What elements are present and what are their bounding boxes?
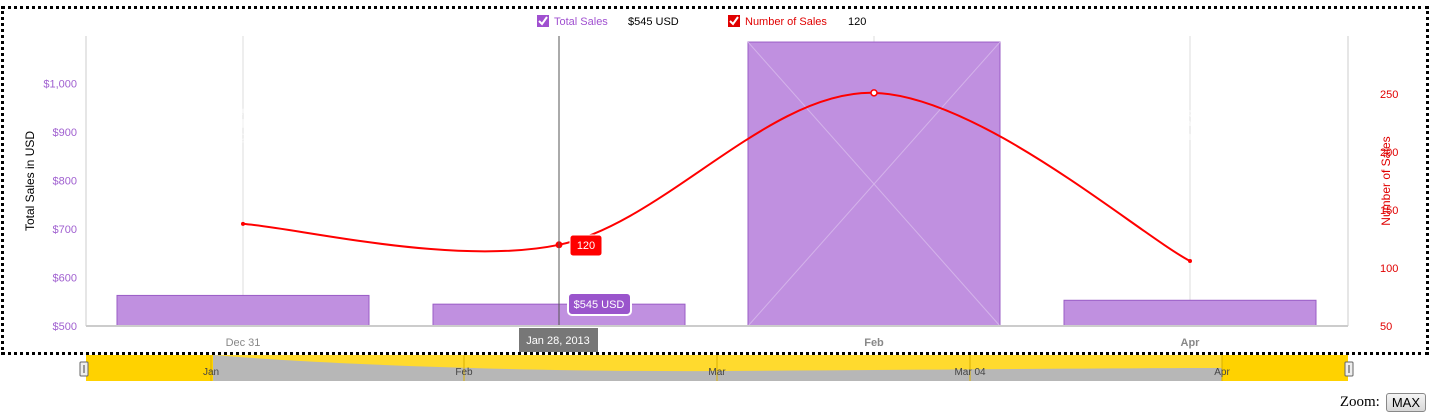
legend-item[interactable]: Total Sales $545 USD — [537, 15, 679, 28]
chart-frame — [1, 6, 1429, 355]
zoom-max-button[interactable]: MAX — [1385, 393, 1426, 412]
svg-text:慧都控件网: 慧都控件网 — [190, 107, 290, 131]
navigator-label: Mar — [708, 367, 726, 378]
y-tick-label: $800 — [53, 175, 77, 187]
crosshair-label-box — [519, 328, 598, 352]
navigator-label: Apr — [1214, 367, 1230, 378]
y2-tick-label: 200 — [1380, 147, 1398, 159]
bar-total-sales[interactable] — [1063, 299, 1317, 327]
x-tick-label: Feb — [864, 337, 884, 349]
x-tick-label: Apr — [1181, 337, 1201, 349]
svg-text:www.evget.com: www.evget.com — [194, 129, 285, 143]
y-tick-label: $1,000 — [43, 78, 77, 90]
legend-value: 120 — [848, 16, 866, 28]
tooltip-line-label: 120 — [577, 240, 595, 252]
bar-total-sales[interactable] — [116, 294, 370, 327]
crosshair-label: Jan 28, 2013 — [526, 335, 590, 347]
svg-text:慧都控件网: 慧都控件网 — [1100, 107, 1200, 131]
y-axis-title: Total Sales in USD — [23, 131, 37, 231]
x-tick-label: Dec 31 — [226, 337, 261, 349]
line-point[interactable] — [1188, 259, 1192, 264]
navigator-label: Mar 04 — [954, 367, 986, 378]
y-tick-label: $500 — [53, 321, 77, 333]
zoom-label: Zoom: — [1339, 394, 1380, 410]
svg-text:www.evget.com: www.evget.com — [1104, 129, 1195, 143]
y2-tick-label: 250 — [1380, 89, 1398, 101]
navigator-handle[interactable] — [79, 361, 89, 377]
tooltip-line-box — [569, 234, 603, 257]
legend-item[interactable]: Number of Sales 120 — [728, 15, 866, 28]
y2-axis-title: Number of Sales — [1379, 136, 1393, 225]
y2-tick-label: 100 — [1380, 263, 1398, 275]
legend-label: Total Sales — [554, 16, 608, 28]
bar-texture — [747, 41, 1001, 327]
checkmark-icon — [538, 16, 548, 26]
y2-tick-label: 150 — [1380, 205, 1398, 217]
tooltip-bar-label: $545 USD — [574, 299, 625, 311]
combo-chart: 慧都控件网www.evget.com慧都控件网www.evget.com慧都控件… — [23, 15, 1398, 381]
navigator-handle[interactable] — [1344, 361, 1354, 377]
tooltip-bar-box — [567, 292, 632, 316]
line-point[interactable] — [870, 89, 878, 97]
checkmark-icon — [729, 16, 739, 26]
y-tick-label: $600 — [53, 272, 77, 284]
navigator-label: Feb — [455, 367, 473, 378]
line-number-of-sales[interactable] — [242, 91, 1191, 262]
navigator-label: Jan — [203, 367, 219, 378]
y-tick-label: $700 — [53, 224, 77, 236]
y-tick-label: $900 — [53, 127, 77, 139]
zoom-controls: Zoom: MAX — [1340, 393, 1426, 412]
legend-label: Number of Sales — [745, 16, 827, 28]
y2-tick-label: 50 — [1380, 321, 1392, 333]
line-point[interactable] — [241, 221, 245, 226]
legend-value: $545 USD — [628, 16, 679, 28]
